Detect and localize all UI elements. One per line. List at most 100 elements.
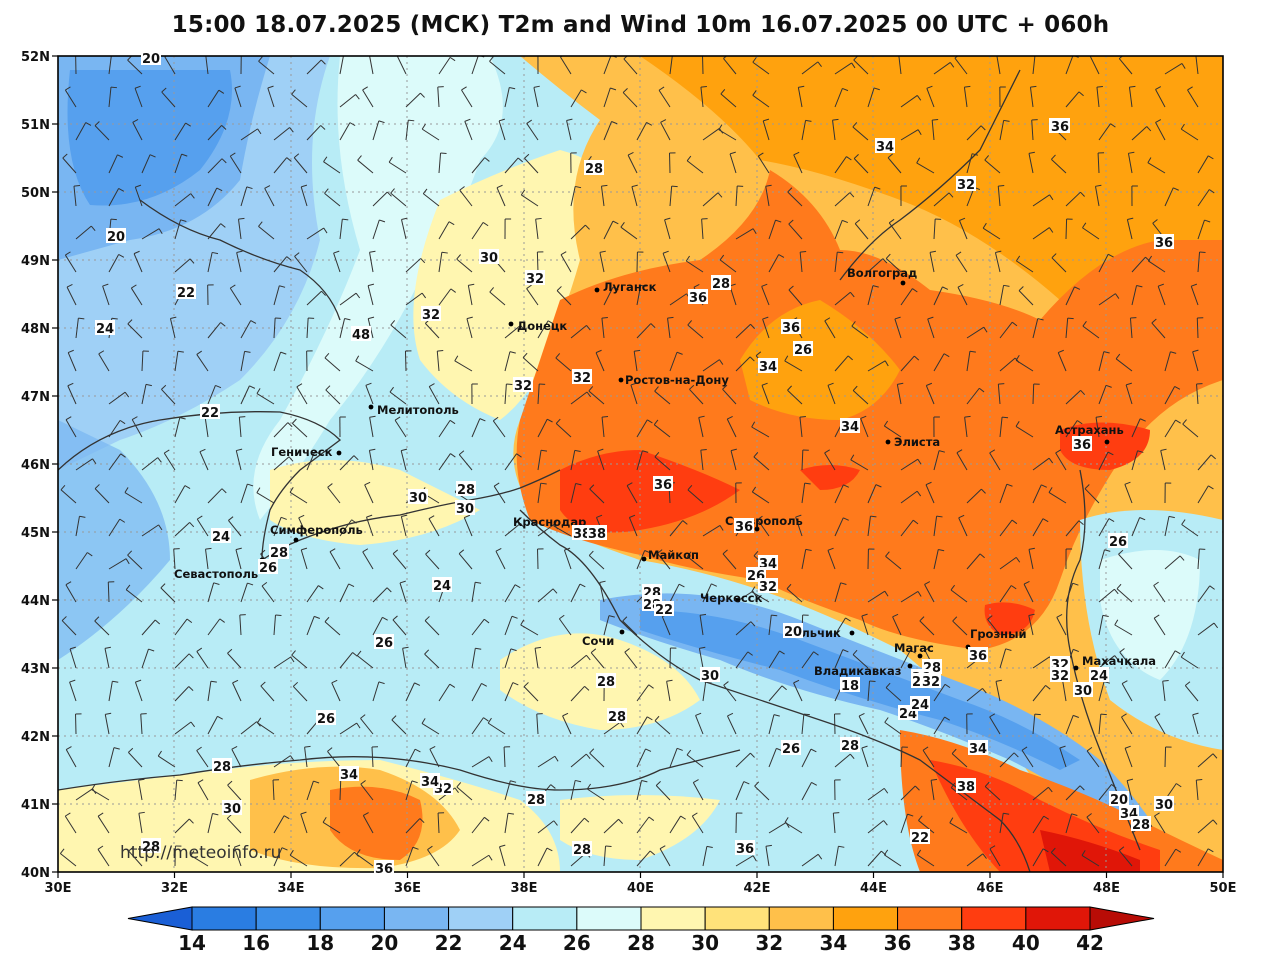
wind-barb-feather (1209, 585, 1215, 590)
wind-barb (735, 752, 751, 768)
wind-barb (537, 320, 549, 339)
wind-barb-feather (645, 748, 652, 752)
wind-barb (622, 620, 638, 636)
wind-barb (207, 716, 218, 735)
contour-label: 22 (910, 829, 930, 846)
wind-barb-feather (1073, 714, 1079, 718)
wind-barb-feather (289, 127, 294, 133)
wind-barb-feather (186, 618, 193, 624)
wind-barb (362, 551, 374, 570)
wind-barb (669, 583, 680, 603)
wind-barb (157, 755, 176, 768)
wind-barb-feather (1160, 448, 1167, 451)
wind-barb (1197, 189, 1210, 207)
wind-barb (1098, 655, 1115, 669)
wind-barb-feather (837, 251, 844, 254)
wind-barb (1097, 152, 1100, 174)
wind-barb (471, 418, 481, 438)
wind-barb (327, 751, 341, 768)
wind-barb-feather (1179, 555, 1185, 561)
wind-barb (997, 384, 1001, 405)
wind-barb (795, 516, 803, 537)
wind-barb-feather (755, 351, 762, 357)
wind-barb-feather (832, 118, 839, 121)
wind-barb-feather (850, 454, 855, 461)
svg-text:22: 22 (201, 406, 219, 421)
wind-barb (339, 318, 346, 339)
wind-barb (964, 417, 968, 438)
wind-barb-feather (1080, 191, 1085, 197)
wind-barb (207, 158, 223, 174)
wind-barb (232, 682, 242, 702)
wind-barb-feather (112, 54, 118, 55)
wind-barb (173, 549, 176, 570)
wind-barb (762, 120, 770, 141)
wind-barb (951, 753, 968, 768)
wind-barb-feather (190, 721, 196, 728)
wind-barb (984, 786, 1001, 801)
wind-barb (757, 519, 770, 537)
wind-barb-feather (1151, 318, 1157, 324)
city-marker (641, 556, 647, 562)
wind-barb (622, 92, 638, 108)
wind-barb (240, 582, 248, 603)
wind-barb-feather (916, 95, 922, 101)
wind-barb-feather (450, 288, 456, 293)
wind-barb (273, 157, 288, 174)
wind-barb-feather (958, 514, 965, 519)
wind-barb-feather (585, 753, 591, 760)
wind-barb-feather (117, 154, 124, 158)
wind-barb-feather (97, 812, 104, 817)
wind-barb-feather (1071, 813, 1078, 816)
wind-barb (174, 653, 190, 669)
wind-barb (1032, 484, 1042, 504)
wind-barb-feather (719, 359, 724, 365)
wind-barb (369, 56, 374, 75)
wind-barb (134, 186, 143, 207)
wind-barb-feather (720, 89, 726, 95)
wind-barb-feather (622, 88, 628, 93)
wind-barb (492, 420, 506, 438)
wind-barb-feather (926, 382, 933, 386)
latitude-label: 43N (21, 662, 50, 677)
wind-barb (957, 286, 968, 306)
wind-barb (1197, 485, 1209, 504)
wind-barb (702, 128, 720, 141)
wind-barb-feather (94, 484, 100, 489)
wind-barb (566, 120, 572, 141)
wind-barb-feather (104, 646, 111, 649)
wind-barb-feather (258, 56, 263, 62)
wind-barb-feather (884, 360, 889, 367)
wind-barb (304, 747, 308, 768)
wind-barb (1197, 819, 1214, 834)
wind-barb (296, 386, 308, 405)
wind-barb-feather (949, 817, 954, 824)
wind-barb (933, 192, 950, 207)
wind-barb-feather (926, 85, 933, 89)
wind-barb-feather (290, 755, 295, 761)
wind-barb (429, 748, 440, 768)
wind-barb (768, 822, 787, 834)
wind-barb-feather (1196, 779, 1203, 781)
wind-barb-feather (369, 250, 376, 253)
wind-barb (523, 686, 539, 702)
wind-barb (229, 287, 242, 306)
wind-barb (924, 584, 935, 603)
svg-text:26: 26 (259, 561, 277, 576)
wind-barb (174, 417, 181, 438)
city-marker (619, 629, 625, 635)
wind-barb (689, 388, 704, 405)
wind-barb-feather (1174, 650, 1181, 655)
wind-barb (1181, 524, 1199, 537)
wind-barb-feather (955, 251, 962, 256)
wind-barb (65, 749, 77, 768)
wind-barb (801, 714, 805, 735)
wind-barb (1059, 747, 1067, 768)
wind-barb-feather (995, 250, 1002, 254)
wind-barb-feather (228, 516, 234, 521)
wind-barb-feather (964, 85, 971, 88)
wind-barb (720, 93, 737, 108)
wind-barb (1118, 850, 1133, 867)
wind-barb (636, 419, 648, 438)
wind-barb-feather (352, 652, 358, 657)
